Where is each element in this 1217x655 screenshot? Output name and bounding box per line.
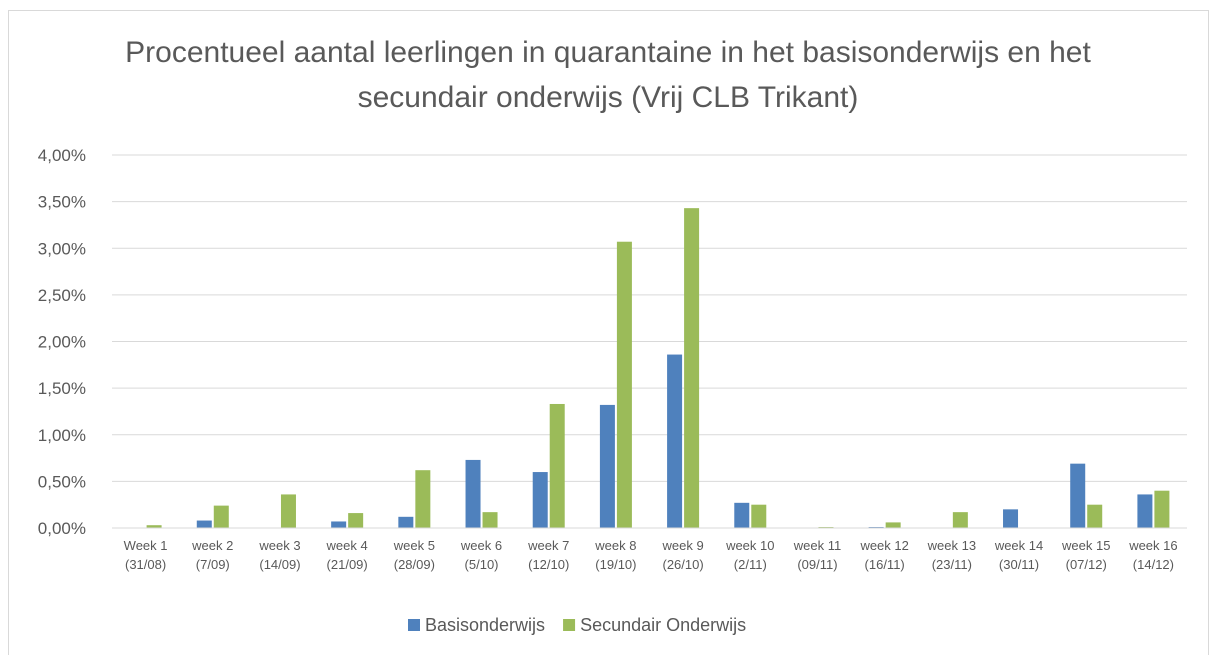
y-tick-label: 4,00% — [38, 146, 86, 165]
x-tick-label: week 5 (28/09) — [393, 538, 435, 572]
x-tick-label: week 15 (07/12) — [1061, 538, 1110, 572]
bar — [885, 522, 901, 528]
x-tick-label: week 14 (30/11) — [994, 538, 1043, 572]
y-tick-label: 2,00% — [38, 333, 86, 352]
bar — [213, 505, 229, 528]
x-tick-label: week 2 (7/09) — [191, 538, 233, 572]
y-tick-label: 3,50% — [38, 193, 86, 212]
x-tick-label: week 4 (21/09) — [326, 538, 368, 572]
x-tick-label: week 3 (14/09) — [258, 538, 300, 572]
x-tick-label: week 9 (26/10) — [661, 538, 703, 572]
x-tick-label: week 7 (12/10) — [527, 538, 569, 572]
bar — [398, 516, 414, 528]
chart-border — [8, 10, 1209, 655]
bar — [1137, 494, 1153, 528]
bar — [280, 494, 296, 528]
y-tick-label: 1,50% — [38, 379, 86, 398]
bar — [684, 208, 700, 528]
y-tick-label: 3,00% — [38, 239, 86, 258]
bar — [1154, 490, 1170, 528]
x-tick-label: week 8 (19/10) — [594, 538, 636, 572]
bar — [599, 404, 615, 528]
x-tick-label: week 11 (09/11) — [793, 538, 841, 572]
legend-swatch — [563, 619, 576, 631]
bar — [667, 354, 683, 528]
bar — [146, 525, 162, 528]
bar — [465, 459, 481, 528]
y-tick-label: 0,50% — [38, 472, 86, 491]
legend-label: Secundair Onderwijs — [580, 615, 746, 635]
bar — [952, 512, 968, 528]
x-tick-label: Week 1 (31/08) — [124, 538, 168, 572]
bar — [1003, 509, 1019, 528]
bar — [331, 521, 347, 528]
bar — [482, 512, 498, 528]
x-tick-label: week 12 (16/11) — [859, 538, 908, 572]
legend-swatch — [408, 619, 420, 631]
y-tick-label: 0,00% — [38, 519, 86, 538]
bar — [1070, 463, 1086, 528]
bar — [415, 470, 431, 528]
x-tick-label: week 6 (5/10) — [460, 538, 502, 572]
bar — [532, 472, 548, 528]
legend-label: Basisonderwijs — [425, 615, 545, 635]
bar — [549, 403, 565, 528]
bar — [734, 502, 750, 528]
bar — [1087, 504, 1103, 528]
bar — [348, 513, 364, 528]
bar — [196, 520, 212, 528]
chart-title: Procentueel aantal leerlingen in quarant… — [125, 36, 1091, 114]
y-tick-label: 1,00% — [38, 426, 86, 445]
x-tick-label: week 10 (2/11) — [725, 538, 774, 572]
bar — [751, 504, 767, 528]
x-tick-label: week 16 (14/12) — [1128, 538, 1177, 572]
x-tick-label: week 13 (23/11) — [927, 538, 976, 572]
y-tick-label: 2,50% — [38, 286, 86, 305]
bar — [616, 241, 632, 528]
